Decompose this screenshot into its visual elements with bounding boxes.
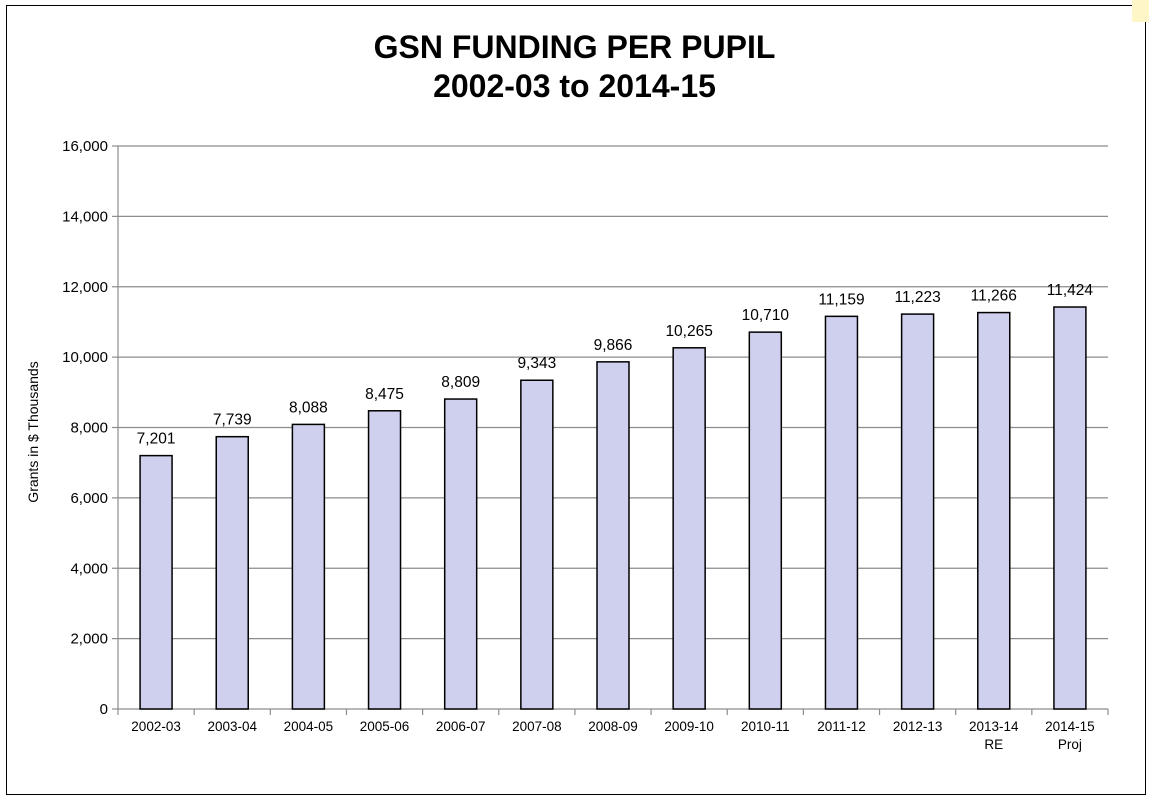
chart-title-line-1: GSN FUNDING PER PUPIL xyxy=(373,29,776,65)
data-label: 9,866 xyxy=(594,337,633,354)
y-tick-label: 8,000 xyxy=(70,420,108,437)
y-axis-title: Grants in $ Thousands xyxy=(25,361,41,502)
y-tick-label: 0 xyxy=(100,701,108,718)
bar xyxy=(977,311,1011,710)
bar xyxy=(139,454,173,710)
bar xyxy=(520,379,554,710)
y-tick-label: 6,000 xyxy=(70,490,108,507)
bar xyxy=(1053,306,1087,710)
y-tick-label: 4,000 xyxy=(70,560,108,577)
data-label: 10,710 xyxy=(742,307,790,324)
x-tick-label: Proj xyxy=(1058,737,1082,752)
bar xyxy=(215,435,249,710)
chart-title: GSN FUNDING PER PUPIL 2002-03 to 2014-15 xyxy=(0,28,1149,106)
x-tick-label: 2002-03 xyxy=(131,719,181,734)
x-tick-label: 2014-15 xyxy=(1045,719,1095,734)
x-tick-label: 2008-09 xyxy=(588,719,638,734)
bar xyxy=(443,398,478,710)
y-tick-label: 16,000 xyxy=(62,138,108,155)
bar xyxy=(900,313,935,710)
x-tick-label: 2004-05 xyxy=(284,719,334,734)
bar xyxy=(672,347,706,710)
data-labels: 7,201 7,739 8,088 8,475 8,809 9,343 9,866 10,26… xyxy=(137,282,1094,448)
x-tick-label: 2003-04 xyxy=(207,719,257,734)
data-label: 10,265 xyxy=(665,323,712,340)
data-label: 11,223 xyxy=(894,289,940,306)
corner-accent xyxy=(1132,0,1149,22)
y-tick-label: 12,000 xyxy=(62,279,108,296)
data-label: 11,159 xyxy=(818,291,864,308)
x-tick-label: 2012-13 xyxy=(893,719,943,734)
bar xyxy=(596,361,630,710)
data-label: 7,201 xyxy=(137,431,176,448)
x-tick-label: 2005-06 xyxy=(360,719,410,734)
x-tick-label: 2010-11 xyxy=(741,719,790,734)
x-tick-label: 2007-08 xyxy=(512,719,562,734)
bar xyxy=(367,410,402,710)
bars xyxy=(139,306,1087,710)
x-tick-label: 2013-14 xyxy=(969,719,1019,734)
x-tick-label: 2009-10 xyxy=(664,719,714,734)
data-label: 11,424 xyxy=(1047,282,1094,299)
x-tick-label: RE xyxy=(984,737,1003,752)
bar xyxy=(748,331,783,710)
data-label: 8,088 xyxy=(289,399,328,416)
data-label: 8,475 xyxy=(365,386,404,403)
x-tick-label: 2011-12 xyxy=(817,719,866,734)
data-label: 9,343 xyxy=(517,355,556,372)
y-tick-label: 14,000 xyxy=(62,208,108,225)
data-label: 7,739 xyxy=(213,412,252,429)
x-tick-label: 2006-07 xyxy=(436,719,486,734)
y-tick-label: 2,000 xyxy=(70,631,108,648)
data-label: 11,266 xyxy=(971,288,1017,305)
y-tick-label: 10,000 xyxy=(62,349,108,366)
bar xyxy=(291,423,326,710)
chart-title-line-2: 2002-03 to 2014-15 xyxy=(433,68,716,104)
data-label: 8,809 xyxy=(441,374,480,391)
bar xyxy=(824,315,859,710)
